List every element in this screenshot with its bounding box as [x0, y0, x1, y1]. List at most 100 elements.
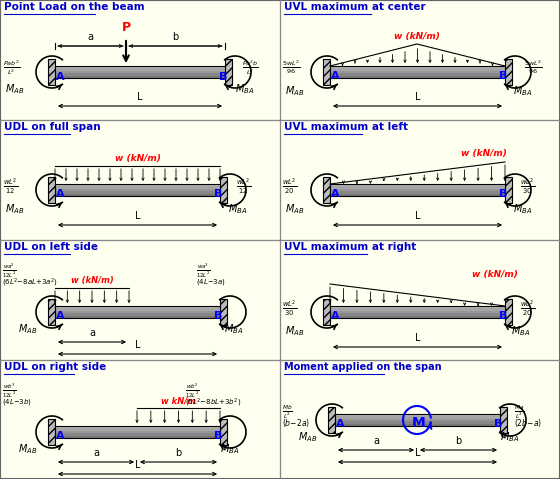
Text: $\frac{wL^2}{12}$: $\frac{wL^2}{12}$	[3, 176, 18, 195]
Text: A: A	[56, 431, 64, 441]
Text: a: a	[87, 32, 94, 42]
Bar	[330, 66, 505, 68]
Bar	[55, 426, 220, 428]
Bar	[55, 431, 220, 433]
Text: $\frac{wL^2}{12}$: $\frac{wL^2}{12}$	[236, 176, 251, 195]
Bar	[55, 426, 220, 438]
Bar	[55, 194, 220, 196]
Text: A: A	[56, 311, 64, 321]
Text: $\frac{Mb}{L^2}$: $\frac{Mb}{L^2}$	[282, 404, 293, 422]
Bar	[48, 177, 55, 203]
Bar	[505, 299, 512, 325]
Text: B: B	[214, 431, 222, 441]
Text: w (kN/m): w (kN/m)	[472, 270, 518, 279]
Text: L: L	[415, 92, 420, 102]
Bar	[55, 316, 220, 318]
Text: L: L	[135, 211, 140, 221]
Bar	[330, 66, 505, 78]
Text: $\frac{wb^2}{12L^2}$: $\frac{wb^2}{12L^2}$	[185, 382, 200, 400]
Bar	[335, 419, 500, 421]
Text: $M_{AB}$: $M_{AB}$	[18, 442, 38, 456]
Text: Moment applied on the span: Moment applied on the span	[284, 362, 442, 372]
Bar	[0, 240, 280, 360]
Bar	[330, 68, 505, 71]
Text: $(4L{-}3a)$: $(4L{-}3a)$	[196, 277, 226, 287]
Text: L: L	[415, 211, 420, 221]
Bar	[55, 189, 220, 191]
Text: $(2b{-}a)$: $(2b{-}a)$	[514, 417, 542, 429]
Text: w kN/m: w kN/m	[161, 396, 196, 405]
Bar	[335, 414, 500, 426]
Text: w (kN/m): w (kN/m)	[115, 154, 160, 163]
Text: B: B	[499, 71, 507, 81]
Text: b: b	[455, 436, 461, 446]
Text: A: A	[331, 71, 339, 81]
Bar	[55, 66, 225, 78]
Bar	[505, 177, 512, 203]
Text: UDL on right side: UDL on right side	[4, 362, 106, 372]
Text: B: B	[494, 419, 502, 429]
Bar	[330, 189, 505, 191]
Text: $\frac{wL^2}{20}$: $\frac{wL^2}{20}$	[282, 176, 297, 195]
Text: $\frac{wb^3}{12L^2}$: $\frac{wb^3}{12L^2}$	[2, 382, 17, 400]
Bar	[335, 416, 500, 419]
Text: $(4L{-}3b)$: $(4L{-}3b)$	[2, 397, 32, 407]
Bar	[55, 311, 220, 313]
Text: b: b	[175, 448, 181, 458]
Text: w (kN/m): w (kN/m)	[461, 149, 507, 158]
Bar	[330, 184, 505, 196]
Bar	[330, 76, 505, 78]
Text: $M_{BA}$: $M_{BA}$	[513, 84, 532, 98]
Text: $\frac{Pa^2b}{L^2}$: $\frac{Pa^2b}{L^2}$	[242, 58, 259, 77]
Bar	[330, 194, 505, 196]
Bar	[323, 299, 330, 325]
Text: P: P	[122, 21, 130, 34]
Bar	[55, 68, 225, 71]
Text: $(b{-}2a)$: $(b{-}2a)$	[282, 417, 310, 429]
Text: $M_{BA}$: $M_{BA}$	[500, 430, 519, 444]
Bar	[280, 240, 560, 360]
Bar	[0, 360, 280, 479]
Text: B: B	[499, 189, 507, 199]
Bar	[220, 419, 227, 445]
Text: $\frac{wa^3}{12L^2}$: $\frac{wa^3}{12L^2}$	[196, 262, 211, 280]
Bar	[505, 59, 512, 85]
Text: A: A	[336, 419, 344, 429]
Bar	[55, 433, 220, 435]
Bar	[330, 191, 505, 194]
Text: B: B	[499, 311, 507, 321]
Bar	[55, 186, 220, 189]
Bar	[55, 184, 220, 186]
Text: $M_{BA}$: $M_{BA}$	[235, 82, 254, 96]
Text: $M_{AB}$: $M_{AB}$	[285, 84, 304, 98]
Text: B: B	[214, 189, 222, 199]
Text: A: A	[331, 189, 339, 199]
Text: $M_{BA}$: $M_{BA}$	[228, 202, 248, 216]
Text: L: L	[415, 333, 420, 343]
Text: A: A	[56, 72, 64, 82]
Bar	[55, 306, 220, 308]
Text: A: A	[56, 189, 64, 199]
Bar	[55, 313, 220, 316]
Text: $\frac{wL^2}{30}$: $\frac{wL^2}{30}$	[282, 298, 297, 318]
Text: UVL maximum at center: UVL maximum at center	[284, 2, 426, 12]
Text: a: a	[93, 448, 99, 458]
Text: $M_{AB}$: $M_{AB}$	[298, 430, 318, 444]
Bar	[48, 59, 55, 85]
Bar	[330, 313, 505, 316]
Text: a: a	[373, 436, 379, 446]
Text: $\frac{wL^2}{30}$: $\frac{wL^2}{30}$	[520, 176, 535, 195]
Bar	[328, 407, 335, 433]
Text: $\frac{5wL^2}{96}$: $\frac{5wL^2}{96}$	[524, 58, 542, 76]
Text: b: b	[172, 32, 179, 42]
Bar	[225, 59, 232, 85]
Bar	[330, 308, 505, 311]
Text: $\frac{Ma}{L^2}$: $\frac{Ma}{L^2}$	[514, 404, 525, 422]
Text: B: B	[219, 72, 227, 82]
Text: $\frac{wL^2}{20}$: $\frac{wL^2}{20}$	[520, 298, 535, 318]
Text: L: L	[415, 448, 420, 458]
Bar	[220, 299, 227, 325]
Text: a: a	[89, 328, 95, 338]
Text: $\frac{Pab^2}{L^2}$: $\frac{Pab^2}{L^2}$	[3, 58, 20, 77]
Text: L: L	[135, 460, 140, 470]
